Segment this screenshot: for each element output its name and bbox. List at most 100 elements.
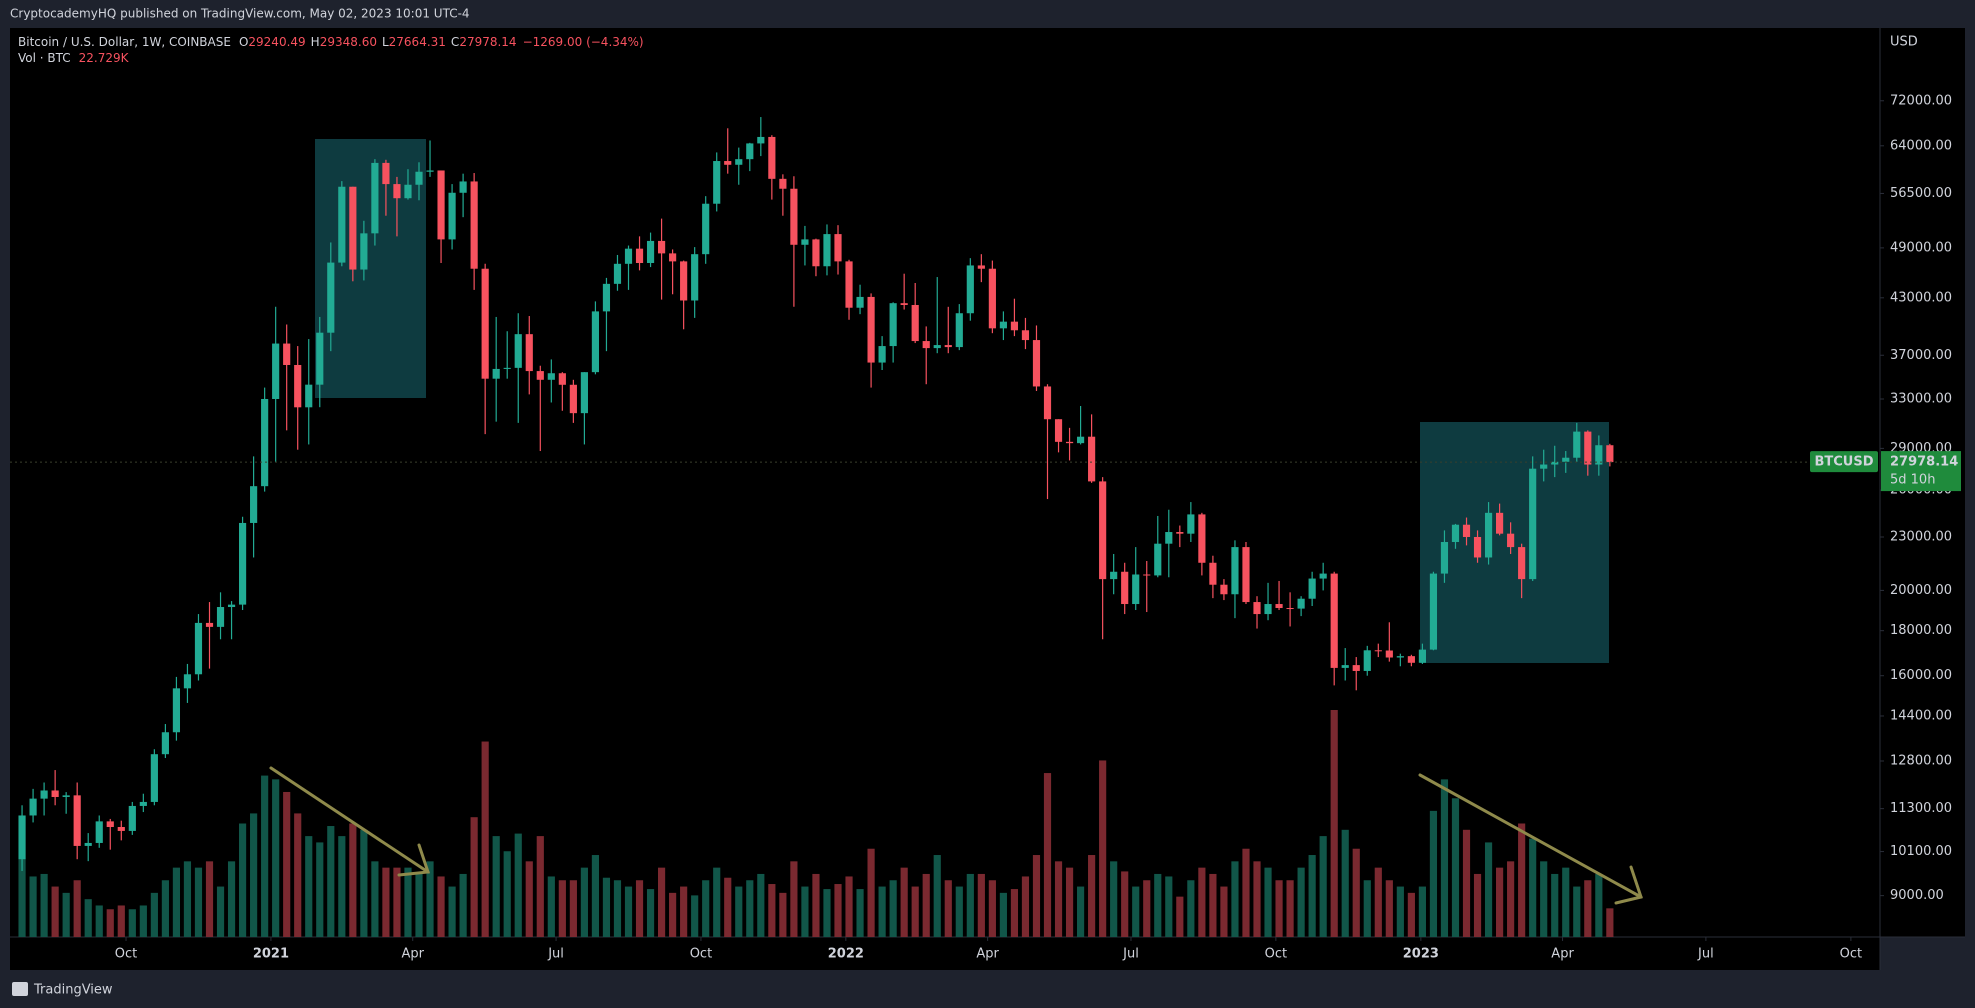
y-tick-label: 11300.00 bbox=[1890, 801, 1952, 816]
candle-body bbox=[183, 674, 192, 689]
volume-bar bbox=[150, 892, 158, 937]
candle-body bbox=[1584, 431, 1592, 465]
volume-bar bbox=[680, 886, 688, 937]
candle-body bbox=[360, 233, 368, 270]
volume-bar bbox=[1253, 861, 1261, 937]
volume-bar bbox=[1584, 880, 1592, 937]
candle-body bbox=[779, 178, 787, 189]
volume-bar bbox=[1242, 848, 1250, 937]
candle-body bbox=[977, 265, 985, 269]
volume-legend: Vol · BTC 22.729K bbox=[18, 51, 130, 65]
candle-body bbox=[922, 341, 930, 349]
volume-bar bbox=[1110, 861, 1118, 937]
volume-bar bbox=[51, 886, 59, 937]
volume-bar bbox=[1297, 867, 1305, 937]
candle-body bbox=[1275, 604, 1283, 609]
candle-body bbox=[889, 303, 897, 347]
volume-bar bbox=[1319, 836, 1327, 937]
volume-bar bbox=[503, 851, 511, 937]
candle-body bbox=[1396, 656, 1404, 658]
candle-body bbox=[1595, 445, 1603, 465]
candle-body bbox=[801, 239, 809, 245]
volume-bar bbox=[1264, 867, 1272, 937]
candle-body bbox=[1385, 650, 1393, 658]
candle-body bbox=[172, 688, 181, 733]
candle-body bbox=[658, 240, 666, 254]
volume-bar bbox=[580, 867, 588, 937]
volume-bar bbox=[95, 905, 103, 937]
candle-body bbox=[1429, 573, 1438, 650]
candle-body bbox=[1143, 574, 1151, 576]
volume-bar bbox=[878, 886, 886, 937]
arrow bbox=[1418, 773, 1643, 899]
candle-body bbox=[635, 248, 644, 263]
volume-bar bbox=[393, 867, 401, 937]
volume-bar bbox=[1010, 889, 1019, 937]
volume-bar bbox=[459, 873, 467, 937]
volume-bar bbox=[1077, 886, 1085, 937]
candle-body bbox=[988, 268, 996, 329]
volume-bar bbox=[1187, 880, 1195, 937]
candle-body bbox=[448, 192, 456, 240]
x-tick-label: Apr bbox=[1551, 947, 1574, 962]
volume-bar bbox=[316, 842, 324, 937]
candle-body bbox=[492, 368, 500, 379]
y-tick-label: 72000.00 bbox=[1890, 93, 1952, 108]
volume-bar bbox=[1484, 842, 1493, 937]
volume-bar bbox=[1143, 880, 1151, 937]
volume-bar bbox=[194, 867, 203, 937]
volume-bar bbox=[669, 892, 677, 937]
volume-bar bbox=[1551, 873, 1559, 937]
candle-body bbox=[1165, 532, 1173, 544]
candle-body bbox=[1121, 571, 1129, 605]
volume-bar bbox=[514, 833, 522, 937]
candle-body bbox=[1065, 441, 1074, 444]
logo bbox=[12, 982, 28, 996]
candle-body bbox=[338, 186, 346, 263]
volume-bar bbox=[1473, 873, 1482, 937]
volume-bar bbox=[426, 861, 434, 937]
candle-body bbox=[580, 372, 588, 414]
candle-body bbox=[481, 268, 489, 379]
volume-bar bbox=[933, 855, 941, 937]
candle-body bbox=[613, 263, 622, 284]
volume-bar bbox=[1496, 867, 1504, 937]
candle-body bbox=[404, 184, 412, 199]
candle-body bbox=[1209, 562, 1217, 585]
x-tick-label: Jul bbox=[547, 947, 564, 962]
candle-body bbox=[900, 303, 908, 305]
volume-bar bbox=[1385, 880, 1393, 937]
x-tick-label: Apr bbox=[401, 947, 424, 962]
candle-body bbox=[1374, 650, 1382, 652]
candle-body bbox=[1562, 457, 1570, 462]
volume-bar bbox=[294, 813, 302, 937]
highlight-box bbox=[1420, 422, 1609, 663]
candle-body bbox=[558, 373, 566, 385]
volume-bar bbox=[106, 909, 114, 937]
candle-body bbox=[393, 184, 401, 199]
candle-body bbox=[845, 261, 853, 308]
price-tag bbox=[1881, 451, 1961, 492]
volume-bar bbox=[790, 861, 798, 937]
volume-bar bbox=[922, 873, 930, 937]
candle-body bbox=[878, 346, 886, 363]
y-tick-label: 18000.00 bbox=[1890, 623, 1952, 638]
volume-bar bbox=[1231, 861, 1239, 937]
candle-body bbox=[327, 262, 335, 333]
candle-body bbox=[966, 265, 974, 314]
volume-bar bbox=[1088, 855, 1096, 937]
volume-bar bbox=[128, 909, 136, 937]
candle-body bbox=[261, 398, 269, 487]
candle-body bbox=[459, 181, 467, 193]
volume-bar bbox=[1429, 810, 1438, 937]
candle-body bbox=[1606, 445, 1614, 463]
candle-body bbox=[349, 186, 357, 270]
volume-bar bbox=[1418, 886, 1426, 937]
y-tick-label: 14400.00 bbox=[1890, 708, 1952, 723]
y-tick-label: 10100.00 bbox=[1890, 844, 1952, 859]
volume-bar bbox=[801, 886, 809, 937]
volume-bar bbox=[988, 880, 996, 937]
candle-body bbox=[1529, 468, 1537, 580]
volume-bar bbox=[272, 779, 280, 937]
legend: Bitcoin / U.S. Dollar, 1W, COINBASE O2924… bbox=[18, 35, 644, 49]
